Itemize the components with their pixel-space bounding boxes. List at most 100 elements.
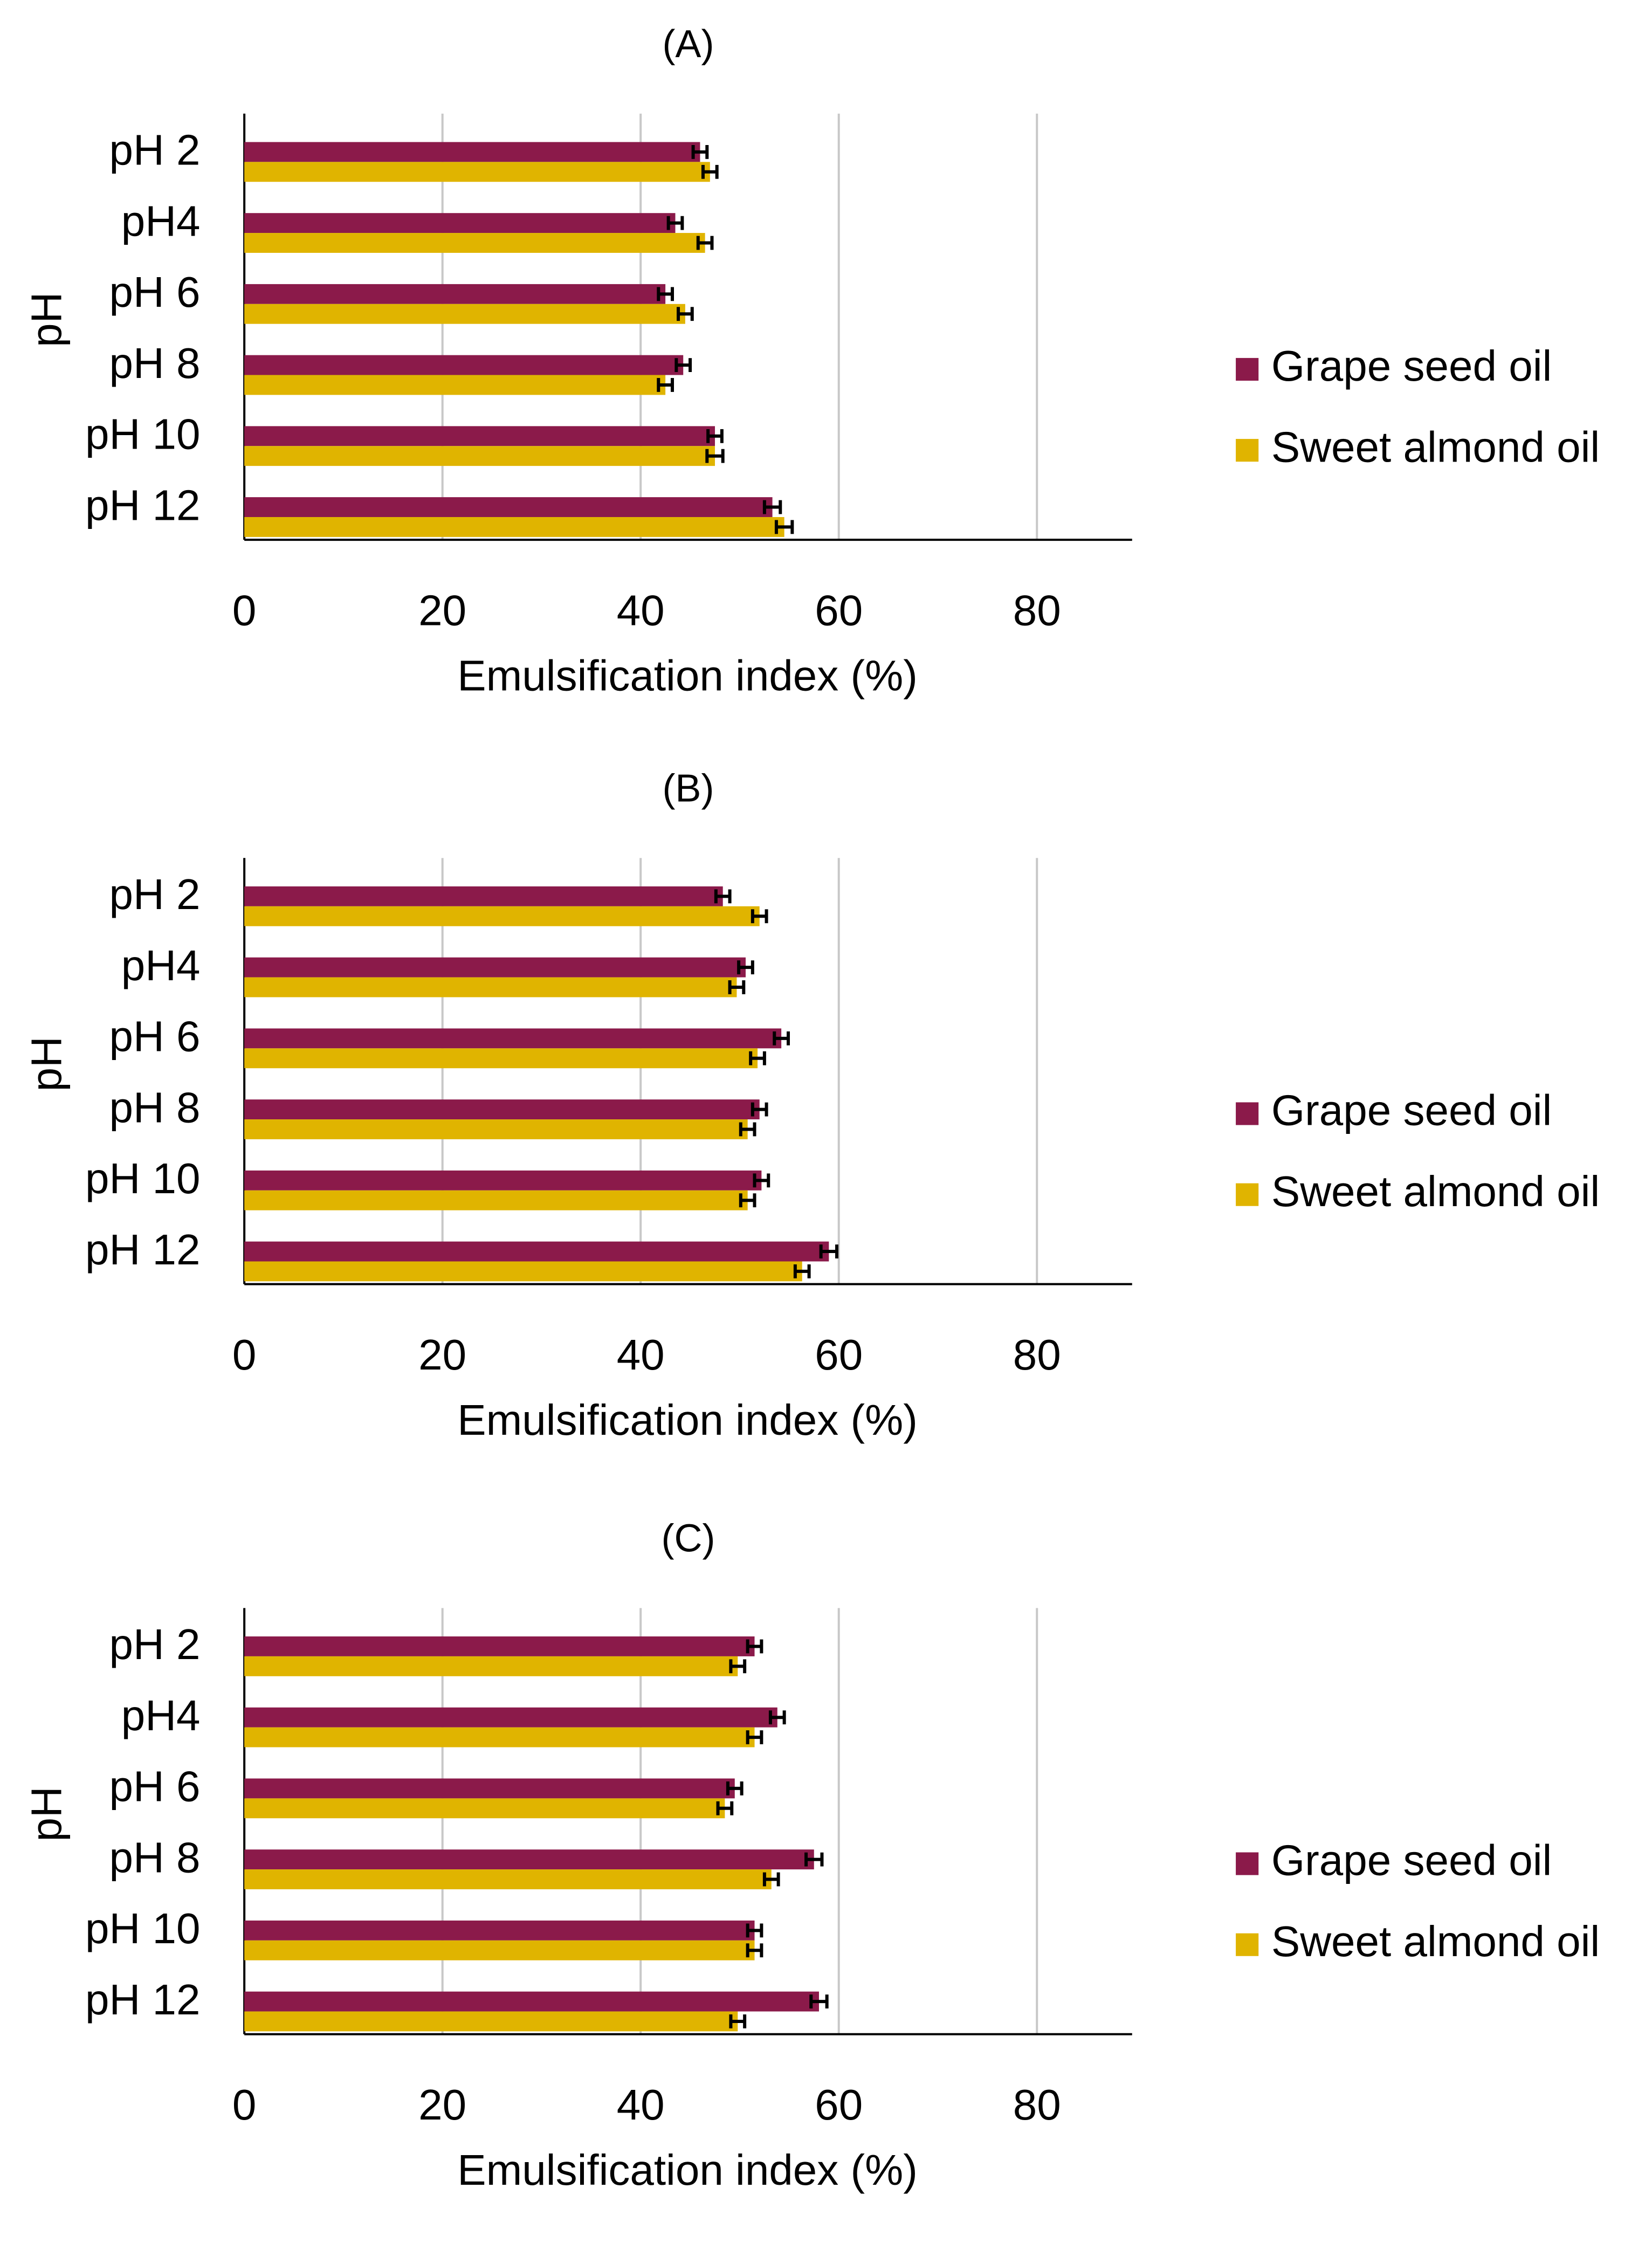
x-tick-label: 80 bbox=[1013, 586, 1061, 634]
y-category-label: pH4 bbox=[121, 1691, 201, 1739]
bar-sweet-almond bbox=[244, 1727, 755, 1747]
bar-sweet-almond bbox=[244, 375, 666, 395]
x-tick-label: 0 bbox=[232, 1331, 257, 1379]
bar-grape-seed bbox=[244, 1920, 755, 1941]
y-category-label: pH 10 bbox=[85, 410, 200, 458]
x-tick-label: 40 bbox=[617, 586, 665, 634]
y-category-label: pH 2 bbox=[109, 126, 200, 174]
error-bar bbox=[746, 1639, 763, 1654]
x-tick-label: 0 bbox=[232, 586, 257, 634]
x-tick-label: 80 bbox=[1013, 2081, 1061, 2129]
x-tick-label: 60 bbox=[815, 2081, 863, 2129]
y-category-label: pH 6 bbox=[109, 268, 200, 316]
bar-grape-seed bbox=[244, 1991, 819, 2012]
bar-grape-seed bbox=[244, 886, 723, 906]
legend-label: Grape seed oil bbox=[1271, 1086, 1552, 1134]
error-bar bbox=[746, 1730, 763, 1744]
legend-swatch-sweet-almond bbox=[1236, 1933, 1259, 1956]
error-bar bbox=[751, 1102, 768, 1117]
y-category-label: pH 2 bbox=[109, 870, 200, 918]
bar-sweet-almond bbox=[244, 162, 710, 182]
x-tick-label: 60 bbox=[815, 1331, 863, 1379]
x-tick-label: 80 bbox=[1013, 1331, 1061, 1379]
error-bar bbox=[773, 1031, 790, 1045]
error-bar bbox=[674, 358, 692, 372]
y-category-label: pH 6 bbox=[109, 1013, 200, 1061]
x-tick-label: 60 bbox=[815, 586, 863, 634]
y-category-label: pH 10 bbox=[85, 1154, 200, 1202]
x-tick-label: 20 bbox=[418, 1331, 466, 1379]
legend-swatch-sweet-almond bbox=[1236, 1183, 1259, 1206]
error-bar bbox=[737, 960, 754, 975]
y-category-label: pH 12 bbox=[85, 1976, 200, 2024]
y-category-label: pH 10 bbox=[85, 1904, 200, 1952]
error-bar bbox=[762, 500, 782, 514]
bar-grape-seed bbox=[244, 1778, 735, 1799]
chart-panel-c: (C) 0 20 40 60 80 Emulsification index (%) pH pH… bbox=[22, 1517, 1600, 2194]
x-tick-label: 20 bbox=[418, 586, 466, 634]
error-bar bbox=[677, 307, 694, 321]
bar-sweet-almond bbox=[244, 2011, 738, 2032]
y-category-label: pH 8 bbox=[109, 1083, 200, 1131]
legend-label: Grape seed oil bbox=[1271, 1836, 1552, 1884]
legend-label: Grape seed oil bbox=[1271, 342, 1552, 390]
bar-grape-seed bbox=[244, 1170, 762, 1191]
error-bar bbox=[793, 1264, 811, 1278]
y-category-label: pH 2 bbox=[109, 1620, 200, 1668]
y-category-label: pH4 bbox=[121, 197, 201, 245]
error-bar bbox=[701, 164, 719, 179]
bar-grape-seed bbox=[244, 1028, 782, 1049]
bar-grape-seed bbox=[244, 355, 684, 375]
error-bar bbox=[804, 1852, 824, 1867]
error-bar bbox=[706, 429, 724, 443]
x-tick-label: 40 bbox=[617, 2081, 665, 2129]
bar-grape-seed bbox=[244, 426, 715, 446]
error-bar bbox=[762, 1872, 780, 1887]
bar-sweet-almond bbox=[244, 1119, 748, 1139]
y-axis-label: pH bbox=[22, 1786, 70, 1841]
error-bar bbox=[774, 520, 794, 534]
bar-grape-seed bbox=[244, 284, 666, 304]
x-axis-label: Emulsification index (%) bbox=[457, 651, 918, 699]
error-bar bbox=[729, 1659, 747, 1674]
y-category-label: pH 8 bbox=[109, 339, 200, 387]
legend-swatch-grape-seed bbox=[1236, 1852, 1259, 1875]
x-tick-label: 40 bbox=[617, 1331, 665, 1379]
error-bar bbox=[705, 449, 725, 463]
y-axis-label: pH bbox=[22, 1036, 70, 1091]
legend-swatch-grape-seed bbox=[1236, 1102, 1259, 1125]
legend-swatch-grape-seed bbox=[1236, 357, 1259, 381]
bar-sweet-almond bbox=[244, 1048, 758, 1069]
bar-sweet-almond bbox=[244, 1869, 772, 1889]
bar-grape-seed bbox=[244, 1636, 755, 1656]
error-bar bbox=[728, 980, 746, 994]
bar-grape-seed bbox=[244, 142, 700, 162]
error-bar bbox=[714, 889, 732, 904]
error-bar bbox=[809, 1994, 829, 2009]
bar-sweet-almond bbox=[244, 304, 685, 324]
error-bar bbox=[691, 145, 709, 159]
bar-sweet-almond bbox=[244, 517, 784, 537]
chart-panel-b: (B) 0 20 40 60 80 Emulsification index (%) pH pH… bbox=[22, 767, 1600, 1444]
bar-sweet-almond bbox=[244, 1940, 755, 1960]
bar-grape-seed bbox=[244, 1849, 814, 1870]
error-bar bbox=[753, 1173, 770, 1188]
bar-grape-seed bbox=[244, 1241, 829, 1262]
error-bar bbox=[696, 236, 714, 250]
error-bar bbox=[746, 1923, 763, 1938]
y-category-label: pH 8 bbox=[109, 1833, 200, 1881]
x-axis-label: Emulsification index (%) bbox=[457, 2146, 918, 2194]
panel-title: (A) bbox=[662, 23, 714, 66]
error-bar bbox=[716, 1801, 734, 1815]
bar-sweet-almond bbox=[244, 1798, 725, 1819]
legend-label: Sweet almond oil bbox=[1271, 1167, 1600, 1215]
y-category-label: pH 12 bbox=[85, 481, 200, 529]
legend-swatch-sweet-almond bbox=[1236, 439, 1259, 462]
error-bar bbox=[657, 287, 674, 301]
error-bar bbox=[746, 1943, 763, 1958]
bar-grape-seed bbox=[244, 957, 746, 978]
x-tick-label: 0 bbox=[232, 2081, 257, 2129]
bar-grape-seed bbox=[244, 497, 773, 517]
